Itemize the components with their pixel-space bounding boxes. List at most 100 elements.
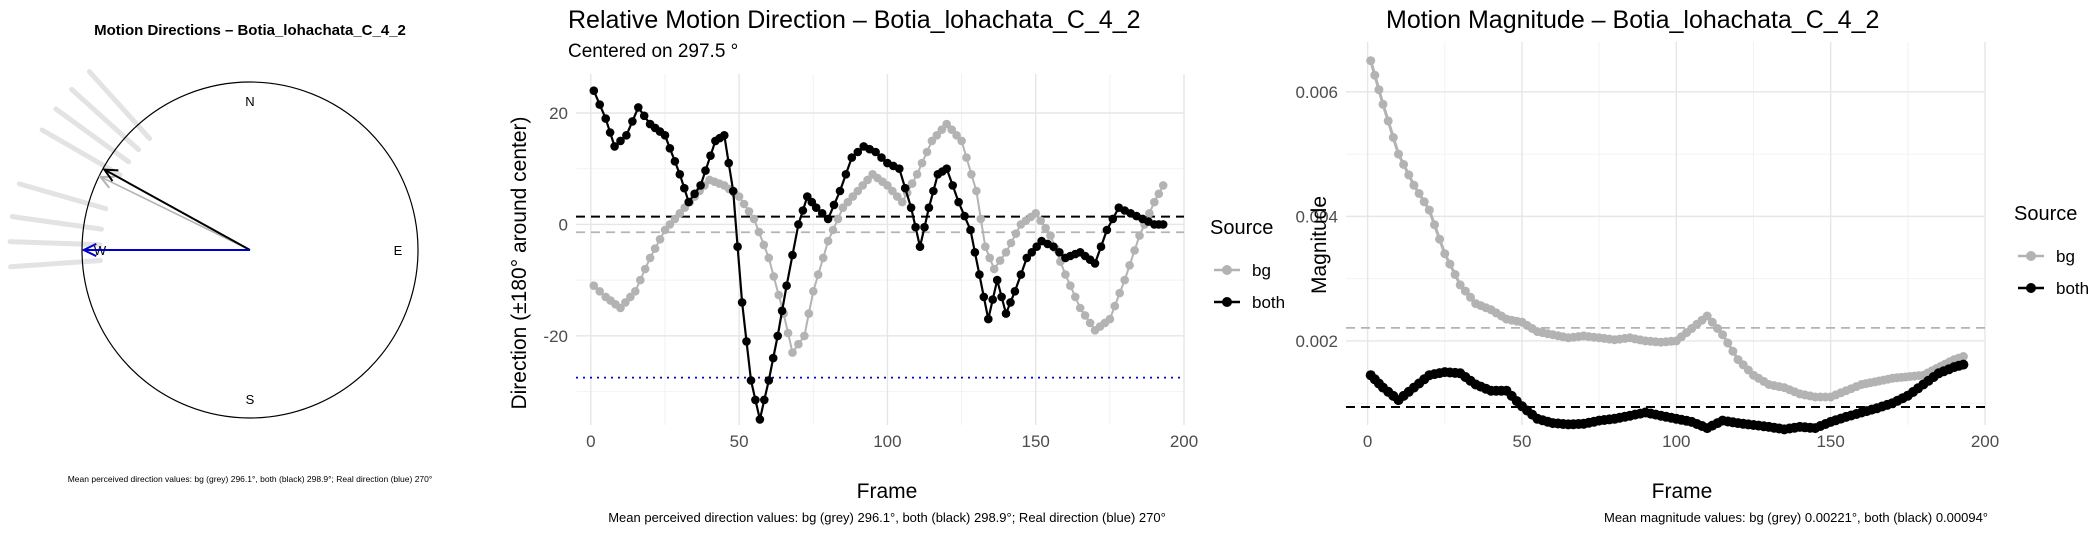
- series-bg-point: [838, 203, 848, 212]
- series-both-point: [628, 117, 637, 126]
- series-both-point: [960, 211, 969, 221]
- series-bg-point: [670, 214, 680, 224]
- series-both-point: [622, 131, 631, 140]
- series-both-point: [1006, 298, 1015, 307]
- series-bg-point: [1150, 197, 1159, 207]
- series-bg-point: [1031, 209, 1040, 218]
- series-bg-point: [650, 244, 660, 253]
- series-bg-point: [1388, 133, 1398, 142]
- series-bg-point: [1460, 286, 1470, 296]
- series-bg-point: [927, 136, 937, 146]
- series-both-point: [929, 186, 938, 196]
- series-bg-point: [660, 225, 670, 235]
- compass-caption: Mean perceived direction values: bg (gre…: [68, 474, 433, 484]
- magnitude-title: Motion Magnitude – Botia_lohachata_C_4_2: [1386, 6, 1879, 34]
- series-bg-point: [645, 253, 655, 263]
- series-bg-point: [1115, 288, 1124, 298]
- series-both-point: [871, 147, 880, 157]
- series-both-point: [984, 314, 993, 324]
- legend-label-bg: bg: [2056, 247, 2075, 266]
- direction-title: Relative Motion Direction – Botia_lohach…: [568, 6, 1141, 34]
- compass-background-ray-6: [7, 239, 103, 248]
- y-tick-label: 0: [559, 215, 568, 234]
- compass-label-south: S: [246, 392, 255, 407]
- series-bg-point: [1378, 99, 1388, 109]
- compass-label-east: E: [394, 243, 403, 258]
- compass-panel: Motion Directions – Botia_lohachata_C_4_…: [7, 22, 433, 484]
- series-bg-point: [1011, 229, 1021, 238]
- series-both-point: [1102, 225, 1112, 235]
- series-bg-point: [1145, 209, 1154, 218]
- series-both-point: [1090, 259, 1100, 268]
- series-bg-point: [1075, 303, 1085, 313]
- compass-background-ray-5: [9, 214, 104, 232]
- series-both-point: [906, 203, 916, 212]
- legend-item-both: both: [2018, 279, 2089, 298]
- series-bg-point: [976, 214, 986, 224]
- series-both-point: [942, 164, 951, 173]
- compass-background-rays: [7, 69, 153, 270]
- legend-item-both: both: [1214, 293, 1285, 312]
- series-bg-point: [774, 290, 783, 300]
- series-bg-point: [1383, 116, 1393, 126]
- series-bg-point: [626, 292, 635, 302]
- series-bg-point: [1370, 70, 1380, 80]
- compass-arrow-bg-shaft: [100, 176, 251, 251]
- series-bg-point: [1006, 238, 1016, 248]
- series-bg-point: [818, 253, 828, 263]
- series-both-point: [900, 183, 910, 193]
- series-both-point: [605, 128, 615, 137]
- series-both-point: [794, 220, 803, 229]
- series-bg-point: [1120, 275, 1129, 285]
- series-bg-point: [1455, 280, 1465, 290]
- series-bg-point: [1424, 205, 1434, 215]
- series-both-point: [720, 131, 729, 140]
- compass-arrow-real: [81, 243, 250, 257]
- series-both-point: [1108, 214, 1118, 224]
- series-both-point: [639, 111, 649, 121]
- compass-arrow-both-shaft: [103, 168, 251, 251]
- series-both-point: [966, 225, 975, 235]
- magnitude-y-axis-title: Magnitude: [1308, 196, 1331, 294]
- series-bg-point: [1135, 231, 1144, 240]
- direction-reference-lines: [576, 215, 1184, 379]
- series-both-point: [1049, 242, 1058, 251]
- series-both-point: [1016, 270, 1026, 279]
- x-tick-label: 0: [1363, 432, 1372, 451]
- magnitude-panel: Motion Magnitude – Botia_lohachata_C_4_2…: [1295, 6, 2089, 525]
- series-both-point: [997, 292, 1006, 302]
- legend-item-bg: bg: [1214, 261, 1271, 280]
- series-both-point: [737, 298, 747, 307]
- series-bg-point: [1154, 189, 1164, 199]
- series-bg-point: [912, 170, 922, 179]
- series-bg-point: [1723, 338, 1733, 348]
- series-bg-point: [1085, 318, 1095, 328]
- series-bg-point: [922, 147, 932, 157]
- compass-label-north: N: [245, 94, 254, 109]
- series-bg-point: [897, 197, 907, 207]
- series-bg-point: [917, 158, 927, 168]
- compass-background-ray-2: [69, 86, 142, 153]
- series-bg-point: [1374, 85, 1384, 95]
- series-bg-point: [863, 175, 872, 185]
- series-both-point: [1027, 248, 1037, 257]
- series-both-point: [924, 203, 934, 212]
- series-bg-point: [1158, 181, 1168, 190]
- x-tick-label: 0: [586, 432, 595, 451]
- series-both-point: [746, 376, 756, 385]
- series-both: [589, 86, 1168, 424]
- series-both-point: [1022, 253, 1032, 263]
- series-both-point: [660, 131, 670, 140]
- series-both-point: [954, 197, 963, 207]
- x-tick-label: 200: [1170, 432, 1198, 451]
- series-bg-point: [981, 242, 990, 251]
- series-bg-point: [932, 131, 942, 140]
- series-both-point: [895, 164, 904, 173]
- compass-title: Motion Directions – Botia_lohachata_C_4_…: [94, 22, 406, 39]
- series-bg-point: [794, 339, 803, 349]
- series-both-point: [829, 200, 839, 210]
- x-tick-label: 150: [1022, 432, 1050, 451]
- direction-legend: Source bg both: [1210, 217, 1285, 312]
- series-bg-point: [813, 270, 823, 279]
- series-both-point: [764, 376, 774, 385]
